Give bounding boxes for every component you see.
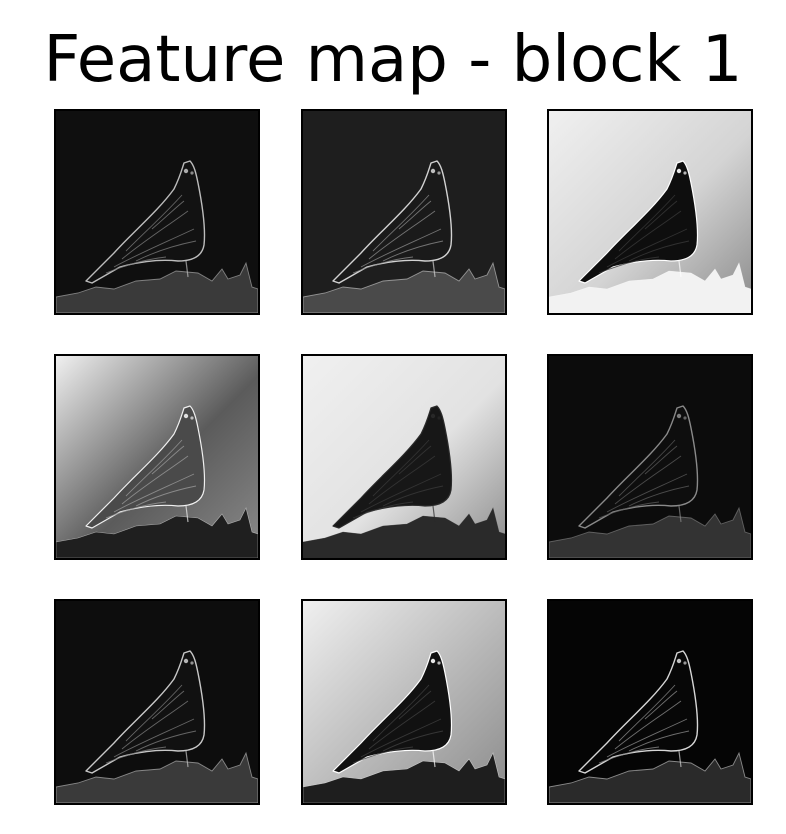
figure-title: Feature map - block 1 [43, 23, 743, 97]
feature-map-image [549, 601, 751, 803]
feature-map-image [56, 356, 258, 558]
feature-map-image [549, 356, 751, 558]
feature-map-image [303, 356, 505, 558]
feature-map-image [303, 111, 505, 313]
feature-map-panel-1 [54, 109, 260, 315]
feature-map-panel-2 [301, 109, 507, 315]
feature-map-panel-4 [54, 354, 260, 560]
feature-map-image [56, 601, 258, 803]
feature-map-panel-5 [301, 354, 507, 560]
feature-map-panel-6 [547, 354, 753, 560]
feature-map-panel-8 [301, 599, 507, 805]
feature-map-image [56, 111, 258, 313]
feature-map-panel-3 [547, 109, 753, 315]
feature-map-panel-7 [54, 599, 260, 805]
feature-map-image [303, 601, 505, 803]
feature-map-image [549, 111, 751, 313]
feature-map-panel-9 [547, 599, 753, 805]
